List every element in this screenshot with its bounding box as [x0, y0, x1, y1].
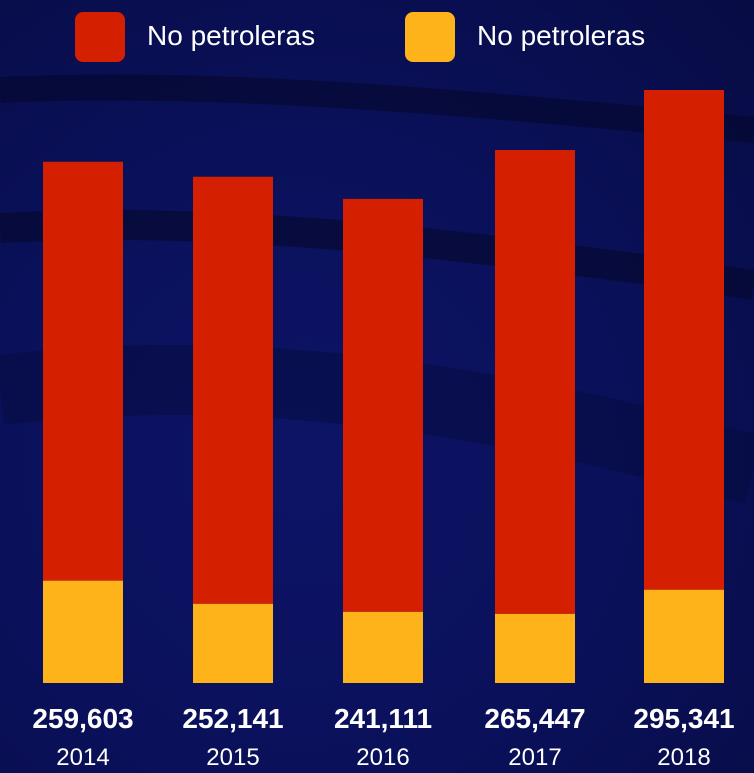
bar-total-label: 259,603 — [32, 703, 133, 734]
labels: 259,603 2014 252,141 2015 241,111 2016 265,447… — [32, 703, 734, 771]
year-tick-label: 2017 — [508, 744, 561, 771]
year-tick-label: 2014 — [56, 744, 109, 771]
bar-segment-lower — [193, 603, 273, 683]
bar-total-label: 265,447 — [484, 703, 585, 734]
bar-segment-upper — [495, 150, 575, 614]
bar-segment-upper — [193, 176, 273, 604]
bar-segment-lower — [43, 580, 123, 683]
bar-total-label: 252,141 — [182, 703, 283, 734]
year-tick-label: 2018 — [657, 744, 710, 771]
bar-total-label: 241,111 — [334, 703, 432, 734]
bar-total-label: 295,341 — [633, 703, 734, 734]
bar-segment-upper — [43, 161, 123, 581]
legend-swatch — [75, 12, 125, 62]
bar-segment-lower — [644, 589, 724, 683]
bar-segment-lower — [495, 613, 575, 683]
legend-label: No petroleras — [477, 20, 645, 51]
bar-segment-upper — [644, 90, 724, 590]
bar-segment-upper — [343, 198, 423, 612]
year-tick-label: 2015 — [206, 744, 259, 771]
legend-swatch — [405, 12, 455, 62]
bar-segment-lower — [343, 611, 423, 683]
bars — [43, 90, 724, 683]
legend-label: No petroleras — [147, 20, 315, 51]
year-tick-label: 2016 — [356, 744, 409, 771]
legend: No petroleras No petroleras — [75, 12, 645, 62]
